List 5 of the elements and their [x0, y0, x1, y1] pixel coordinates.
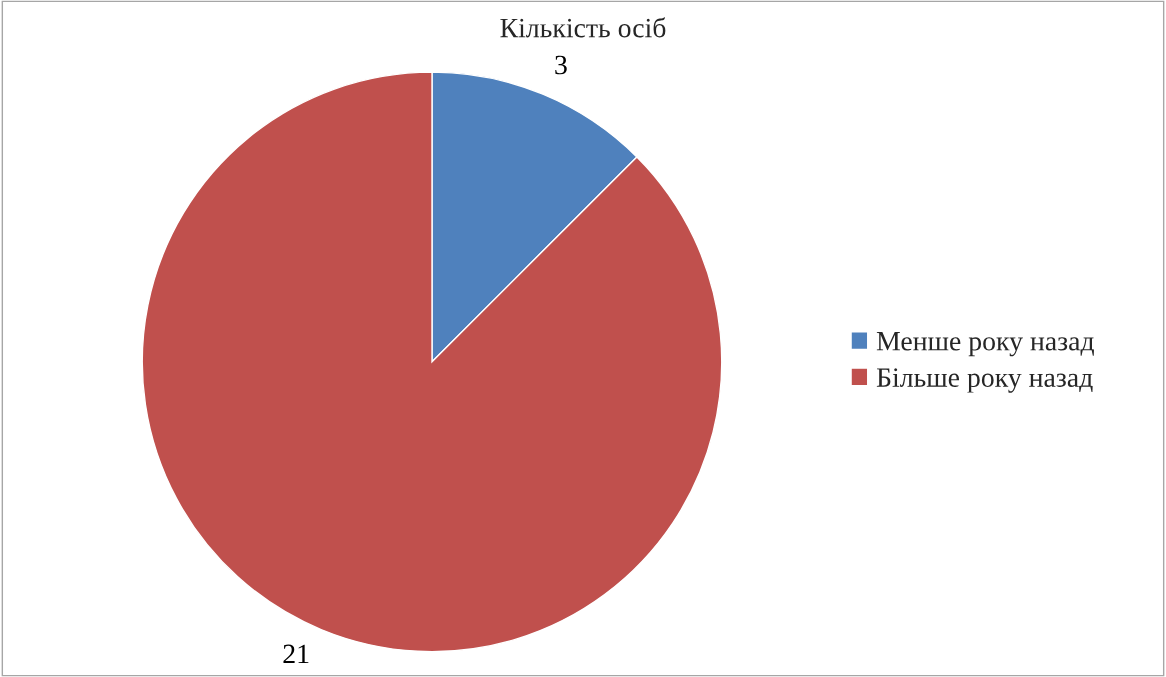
data-label: 21 [283, 644, 309, 663]
legend-label: Більше року назад [876, 368, 1093, 393]
legend-label: Менше року назад [876, 332, 1094, 357]
chart-title: Кількість осіб [500, 17, 666, 38]
data-label: 3 [555, 55, 567, 75]
